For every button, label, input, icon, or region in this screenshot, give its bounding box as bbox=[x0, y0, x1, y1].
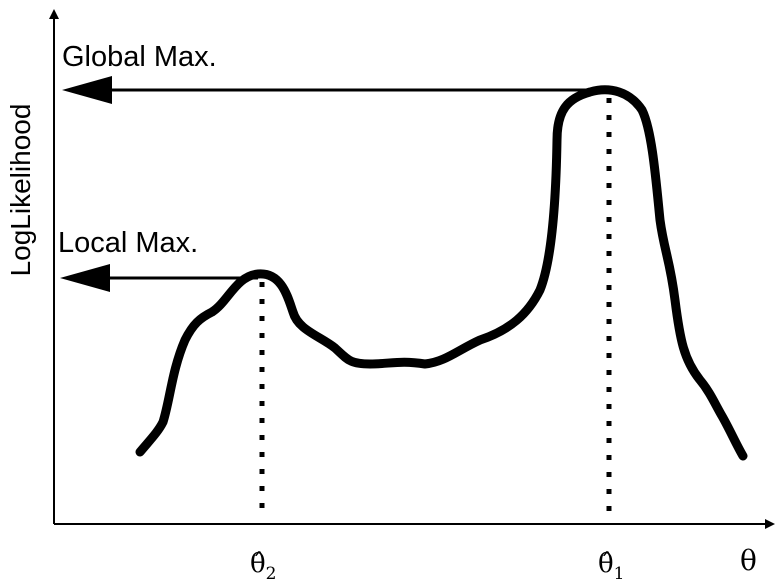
y-axis-label: LogLikelihood bbox=[5, 104, 36, 277]
likelihood-curve bbox=[135, 85, 748, 461]
theta-hat-2-subscript: 2 bbox=[266, 564, 277, 584]
local-max-arrowhead bbox=[60, 264, 110, 292]
theta-hat-1-subscript: 1 bbox=[614, 564, 625, 584]
global-max-label: Global Max. bbox=[62, 41, 217, 73]
local-max-label: Local Max. bbox=[58, 227, 198, 259]
theta-hat-2-label: θ̂2 bbox=[250, 549, 276, 584]
theta-hat-1-symbol: θ̂ bbox=[598, 549, 614, 579]
x-axis-label: θ bbox=[740, 544, 757, 577]
global-max-arrowhead bbox=[62, 76, 112, 104]
theta-hat-2-symbol: θ̂ bbox=[250, 549, 266, 579]
theta-hat-1-label: θ̂1 bbox=[598, 549, 624, 584]
